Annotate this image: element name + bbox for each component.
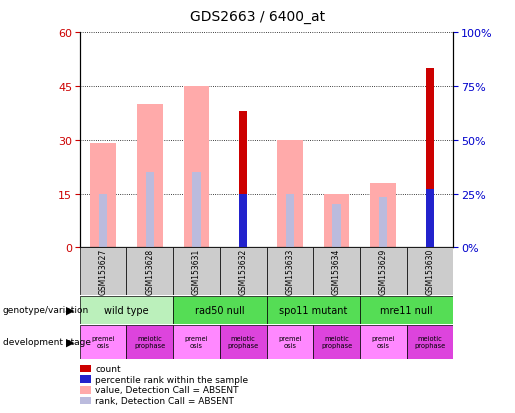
Text: percentile rank within the sample: percentile rank within the sample [95, 375, 248, 384]
Text: GSM153634: GSM153634 [332, 248, 341, 295]
Bar [360, 296, 453, 324]
Bar [220, 325, 267, 359]
Bar [80, 296, 173, 324]
Bar [360, 325, 406, 359]
Bar [277, 140, 303, 248]
Bar [324, 194, 349, 248]
Bar [80, 325, 127, 359]
Bar [90, 144, 116, 248]
Text: meiotic
prophase: meiotic prophase [228, 336, 259, 349]
Bar [426, 190, 434, 248]
Text: GSM153632: GSM153632 [238, 249, 248, 294]
Text: genotype/variation: genotype/variation [3, 306, 89, 315]
Bar [406, 325, 453, 359]
Bar [286, 194, 294, 248]
Bar [313, 248, 360, 295]
Text: count: count [95, 364, 121, 373]
Text: ▶: ▶ [66, 337, 75, 347]
Bar [406, 248, 453, 295]
Text: development stage: development stage [3, 338, 91, 347]
Bar [426, 69, 434, 248]
Bar [379, 198, 387, 248]
Text: premei
osis: premei osis [371, 336, 395, 349]
Bar [332, 205, 341, 248]
Text: premei
osis: premei osis [278, 336, 302, 349]
Bar [370, 183, 396, 248]
Text: mre11 null: mre11 null [380, 305, 433, 315]
Bar [173, 325, 220, 359]
Text: GSM153633: GSM153633 [285, 248, 295, 295]
Bar [146, 173, 154, 248]
Bar [99, 194, 107, 248]
Bar [267, 296, 360, 324]
Bar [239, 194, 247, 248]
Bar [173, 248, 220, 295]
Bar [127, 325, 173, 359]
Bar [192, 173, 201, 248]
Bar [127, 248, 173, 295]
Text: spo11 mutant: spo11 mutant [279, 305, 348, 315]
Text: rad50 null: rad50 null [195, 305, 245, 315]
Text: GSM153628: GSM153628 [145, 249, 154, 294]
Bar [360, 248, 406, 295]
Bar [80, 248, 127, 295]
Text: GDS2663 / 6400_at: GDS2663 / 6400_at [190, 10, 325, 24]
Text: GSM153629: GSM153629 [379, 249, 388, 294]
Text: premei
osis: premei osis [185, 336, 208, 349]
Text: meiotic
prophase: meiotic prophase [134, 336, 165, 349]
Bar [267, 248, 313, 295]
Text: meiotic
prophase: meiotic prophase [414, 336, 445, 349]
Text: GSM153630: GSM153630 [425, 248, 434, 295]
Text: premei
osis: premei osis [91, 336, 115, 349]
Bar [184, 87, 209, 248]
Text: meiotic
prophase: meiotic prophase [321, 336, 352, 349]
Bar [239, 112, 247, 248]
Text: ▶: ▶ [66, 305, 75, 315]
Text: GSM153627: GSM153627 [99, 249, 108, 294]
Text: wild type: wild type [104, 305, 149, 315]
Bar [137, 104, 163, 248]
Text: rank, Detection Call = ABSENT: rank, Detection Call = ABSENT [95, 396, 234, 405]
Text: GSM153631: GSM153631 [192, 249, 201, 294]
Bar [267, 325, 313, 359]
Bar [220, 248, 267, 295]
Bar [313, 325, 360, 359]
Bar [173, 296, 267, 324]
Text: value, Detection Call = ABSENT: value, Detection Call = ABSENT [95, 385, 239, 394]
